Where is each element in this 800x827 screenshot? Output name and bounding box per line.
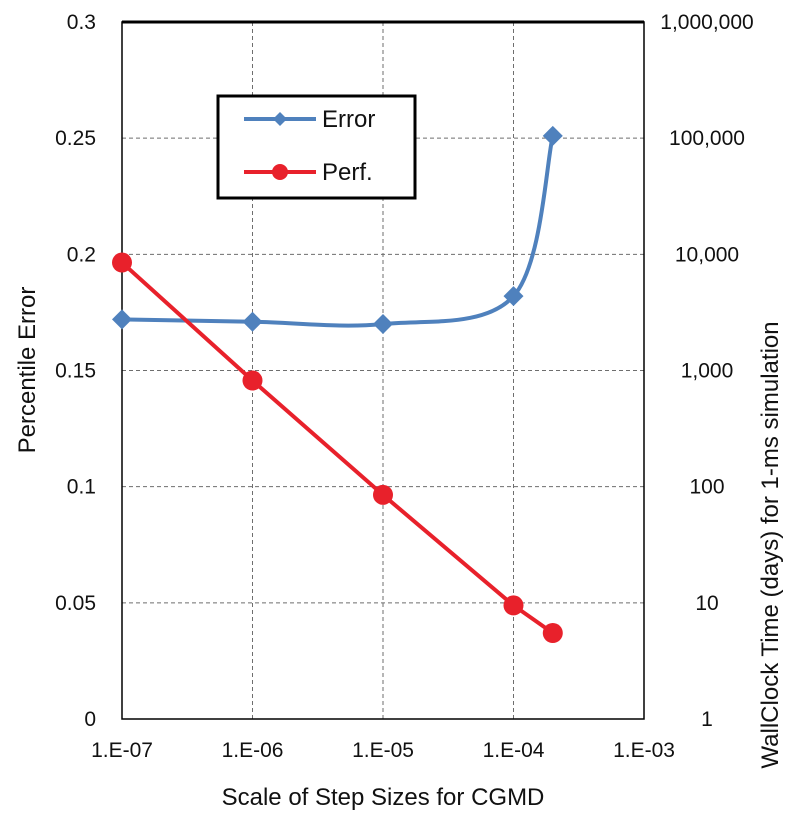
legend-perf-label: Perf. [322,159,373,186]
data-point-error [503,286,524,307]
legend-error-label: Error [322,106,375,133]
left-y-tick-label: 0 [84,708,96,731]
data-point-error [542,125,563,146]
x-tick-label: 1.E-06 [222,739,284,762]
left-y-tick-label: 0.3 [67,11,96,34]
x-tick-label: 1.E-05 [352,739,414,762]
left-y-axis-title: Percentile Error [14,287,41,454]
data-point-error [242,311,263,332]
data-point-perf [242,370,263,391]
right-y-tick-label: 1,000,000 [660,11,753,34]
data-point-perf [542,622,563,643]
left-y-tick-label: 0.15 [55,360,96,383]
data-point-perf [503,595,524,616]
x-tick-label: 1.E-03 [613,739,675,762]
legend-error-marker [273,112,287,126]
tick-labels: 0 0.05 0.1 0.15 0.2 0.25 0.3 1 10 100 1,000 10,000 1… [55,11,754,762]
series-line-perf [120,260,555,635]
right-y-tick-label: 10,000 [675,243,739,266]
x-axis-title: Scale of Step Sizes for CGMD [222,784,545,811]
x-tick-label: 1.E-04 [483,739,545,762]
data-point-error [373,314,393,335]
left-y-tick-label: 0.1 [67,476,96,499]
series-group [112,125,563,643]
left-y-tick-label: 0.25 [55,127,96,150]
left-y-tick-label: 0.05 [55,592,96,615]
legend: Error Perf. [216,94,417,200]
right-y-axis-title: WallClock Time (days) for 1-ms simulatio… [757,321,784,768]
data-point-perf [373,484,393,505]
right-y-tick-label: 10 [695,592,718,615]
legend-box [216,94,417,200]
legend-perf-marker [272,164,288,180]
left-y-tick-label: 0.2 [67,243,96,266]
data-point-perf [112,252,132,273]
x-tick-label: 1.E-07 [91,739,153,762]
data-point-error [112,309,132,330]
right-y-tick-label: 100,000 [669,127,745,150]
right-y-tick-label: 100 [689,476,724,499]
right-y-tick-label: 1,000 [681,360,734,383]
right-y-tick-label: 1 [701,708,713,731]
